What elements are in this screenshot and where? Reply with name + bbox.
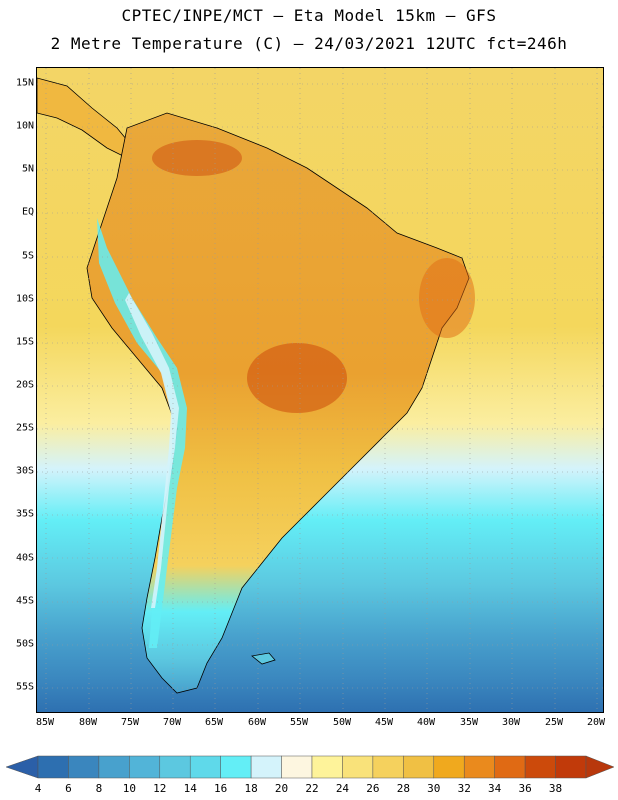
colorbar-tick-label: 32 [457,782,471,795]
lon-label: 55W [289,717,309,728]
lat-label: 35S [15,508,34,520]
colorbar-cell [524,755,556,779]
colorbar-tick-label: 38 [548,782,563,795]
lat-label: EQ [21,206,34,218]
colorbar-cell [463,755,495,779]
lat-label: 40S [15,552,34,564]
colorbar [5,755,615,779]
colorbar-cell [189,755,221,779]
colorbar-tick-label: 18 [244,782,258,795]
colorbar-tick-label: 10 [122,782,136,795]
lon-label: 45W [374,717,394,728]
lat-label: 45S [15,595,34,607]
colorbar-tick-label: 22 [305,782,319,795]
lon-label: 85W [35,717,55,728]
hot-core-east [419,258,475,338]
colorbar-cell [98,755,130,779]
lat-label: 25S [15,422,34,434]
colorbar-tick-label: 20 [274,782,289,795]
colorbar-tick-label: 6 [65,782,72,795]
lon-label: 30W [501,717,521,728]
lat-label: 20S [15,379,34,391]
colorbar-cells [5,755,615,779]
colorbar-tick-label: 4 [34,782,42,795]
colorbar-tick-label: 26 [366,782,380,795]
lon-label: 20W [586,717,606,728]
colorbar-tick-label: 8 [95,782,103,795]
andes-cold-strip [97,218,187,648]
lat-label: 10N [15,120,34,132]
falklands [251,652,276,665]
colorbar-cell [250,755,282,779]
colorbar-tick-label: 16 [214,782,228,795]
lon-label: 70W [162,717,182,728]
lat-label: 50S [15,638,34,650]
colorbar-tick-label: 24 [335,782,350,795]
colorbar-tick-label: 28 [396,782,410,795]
lon-label: 40W [416,717,436,728]
lat-label: 10S [15,293,34,305]
colorbar-tick-label: 14 [183,782,197,795]
lat-label: 55S [15,681,34,693]
colorbar-cell [403,755,435,779]
lon-label: 65W [204,717,224,728]
colorbar-cell [281,755,313,779]
lon-label: 25W [544,717,564,728]
lat-label: 15S [15,336,34,348]
colorbar-cell [494,755,526,779]
lat-label: 5S [21,250,34,262]
map-title: CPTEC/INPE/MCT – Eta Model 15km – GFS [121,6,497,25]
hot-core-center [247,343,347,413]
colorbar-tick-label: 34 [488,782,502,795]
colorbar-low-arrow [5,755,39,779]
colorbar-cell [159,755,191,779]
lon-label: 80W [78,717,98,728]
colorbar-tick-label: 30 [427,782,441,795]
lat-label: 30S [15,465,34,477]
lon-label: 50W [332,717,352,728]
hot-core-north [152,140,242,176]
colorbar-cell [372,755,404,779]
lon-label: 75W [120,717,140,728]
colorbar-cell [342,755,374,779]
colorbar-cell [220,755,252,779]
colorbar-tick-label: 36 [518,782,532,795]
andes-snow [125,293,179,608]
colorbar-tick-label: 12 [153,782,167,795]
map-canvas [37,68,603,712]
colorbar-cell [37,755,69,779]
lat-label: 5N [21,163,34,175]
colorbar-cell [311,755,343,779]
lon-label: 60W [247,717,267,728]
colorbar-cell [433,755,465,779]
colorbar-cell [555,755,587,779]
colorbar-cell [68,755,100,779]
colorbar-high-arrow [585,755,615,779]
lon-label: 35W [459,717,479,728]
lat-label: 15N [15,77,34,89]
colorbar-cell [129,755,161,779]
map-subtitle: 2 Metre Temperature (C) – 24/03/2021 12U… [50,34,568,53]
temperature-map [36,67,604,713]
